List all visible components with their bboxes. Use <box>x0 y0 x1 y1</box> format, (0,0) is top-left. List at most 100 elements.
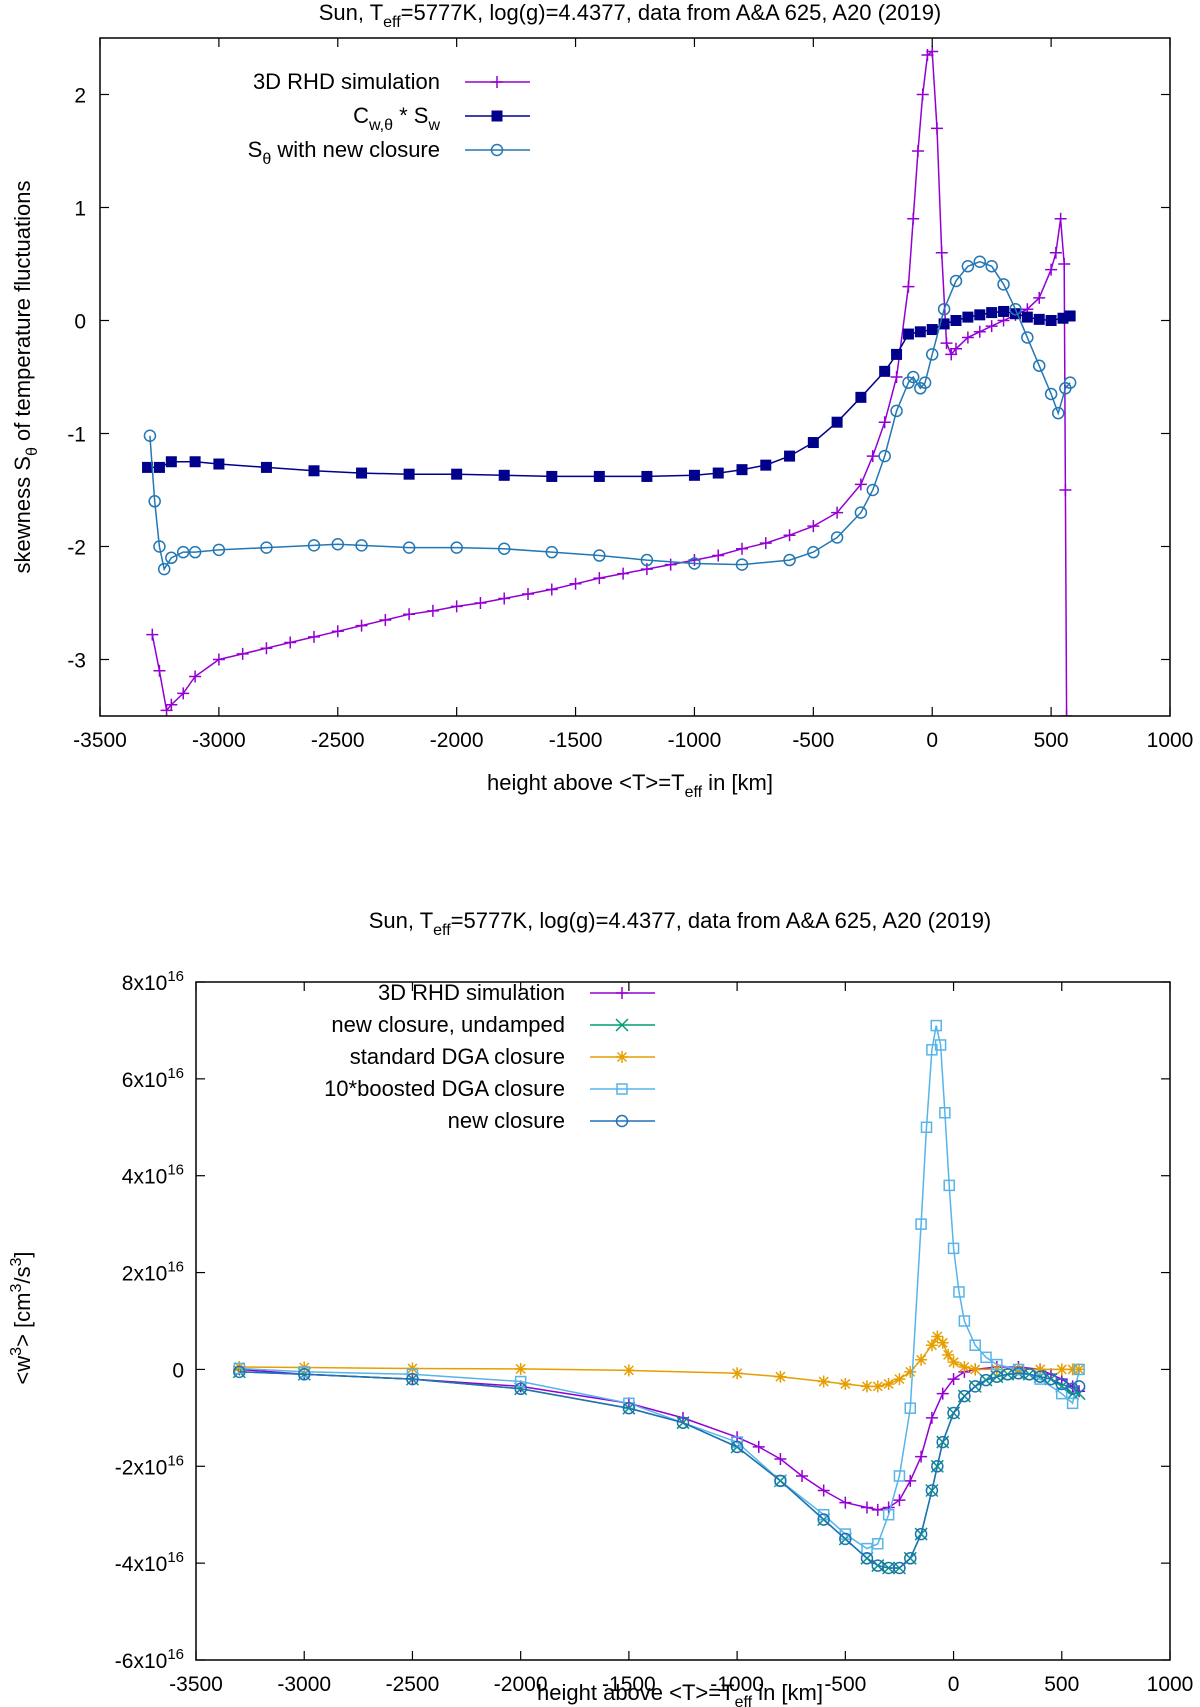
x-tick-label: 500 <box>1044 1673 1079 1696</box>
legend-label: new closure, undamped <box>331 1012 565 1037</box>
chart-title-part: =5777K, log(g)=4.4377, data from A&A 625… <box>451 908 992 933</box>
data-point <box>940 337 953 350</box>
data-point <box>260 461 272 473</box>
data-point <box>177 687 190 700</box>
y-tick-mantissa: -6x10 <box>115 1650 168 1673</box>
data-point <box>146 628 159 641</box>
data-point <box>1033 291 1046 304</box>
x-tick-label: 0 <box>926 729 938 752</box>
data-point <box>1073 1363 1085 1376</box>
data-point <box>902 328 914 340</box>
x-tick-label: -2500 <box>311 729 365 752</box>
data-point <box>1066 1397 1079 1410</box>
data-point <box>730 1440 744 1454</box>
data-point <box>936 1336 949 1349</box>
data-point <box>622 1401 636 1415</box>
legend-label-part: with new closure <box>271 137 440 162</box>
data-point <box>545 545 559 559</box>
x-tick-label: -3500 <box>73 729 127 752</box>
data-point <box>189 670 202 683</box>
y-tick-mantissa: 8x10 <box>122 972 168 995</box>
data-point <box>958 1389 971 1403</box>
data-point <box>450 541 463 554</box>
data-point <box>931 1460 944 1473</box>
y-tick-label: 0 <box>74 311 86 334</box>
y-tick-exponent: 16 <box>167 1065 184 1082</box>
data-point <box>1034 1363 1047 1376</box>
chart-title-part: Sun, T <box>369 908 433 933</box>
data-point <box>807 520 820 533</box>
legend-marker <box>490 143 504 157</box>
y-tick-label: -2 <box>67 537 86 560</box>
data-point <box>406 1372 419 1386</box>
x-tick-label: -2000 <box>430 729 484 752</box>
y-tick-label: -3 <box>67 650 86 673</box>
data-point <box>893 1470 906 1482</box>
y-axis-label-part: <w <box>10 1356 35 1385</box>
data-point <box>1057 312 1069 324</box>
data-point <box>498 592 511 605</box>
data-point <box>997 278 1010 291</box>
data-point <box>189 456 201 468</box>
data-point <box>882 1501 895 1514</box>
series-standard-dga-closure <box>233 1330 1086 1393</box>
data-point <box>831 416 843 428</box>
x-tick-label: -1000 <box>710 1673 764 1696</box>
x-tick-label: -500 <box>824 1673 866 1696</box>
y-tick-exponent: 16 <box>167 1452 184 1469</box>
y-tick-label: -2x1016 <box>115 1452 184 1479</box>
data-point <box>953 1286 965 1298</box>
data-point <box>911 145 924 157</box>
data-point <box>752 1440 765 1453</box>
series-line <box>239 1025 1080 1550</box>
x-tick-label: -1000 <box>668 729 722 752</box>
data-point <box>986 307 998 319</box>
data-point <box>968 1380 982 1393</box>
legend-marker <box>615 1114 629 1128</box>
data-point <box>1009 308 1021 320</box>
data-point <box>934 1039 947 1051</box>
data-point <box>958 1315 971 1327</box>
y-tick-label: 4x1016 <box>122 1162 184 1189</box>
series-line <box>239 1366 1080 1511</box>
data-point <box>1045 263 1058 276</box>
data-point <box>958 1361 971 1374</box>
data-point <box>1009 302 1022 316</box>
legend-label-part: θ <box>262 151 271 168</box>
data-point <box>979 1373 993 1387</box>
y-axis-label-part: skewness S <box>10 456 35 573</box>
data-point <box>945 348 958 361</box>
plot-area <box>232 1019 1086 1575</box>
data-point <box>866 450 879 463</box>
data-point <box>872 1538 884 1550</box>
series-new-closure <box>233 1365 1086 1575</box>
data-point <box>426 604 439 617</box>
data-point <box>450 600 463 613</box>
data-point <box>233 1365 246 1379</box>
data-point <box>212 543 226 557</box>
data-point <box>839 1377 852 1390</box>
data-point <box>1044 387 1058 401</box>
series-new-closure-undamped <box>232 1365 1086 1575</box>
data-point <box>593 549 606 562</box>
data-point <box>1066 1363 1079 1376</box>
data-point <box>974 309 986 321</box>
data-point <box>593 572 606 585</box>
data-point <box>936 1387 949 1400</box>
x-axis-label-part: height above <T>=T <box>537 1680 735 1705</box>
series-line <box>239 1371 1080 1569</box>
data-point <box>1049 246 1062 259</box>
data-point <box>142 461 154 473</box>
data-point <box>546 470 558 482</box>
data-point <box>712 549 725 562</box>
data-point <box>942 1348 955 1361</box>
data-point <box>860 1380 873 1393</box>
w3-chart: Sun, Teff=5777K, log(g)=4.4377, data fro… <box>8 908 1194 1707</box>
data-point <box>817 1484 830 1497</box>
data-point <box>1051 406 1065 420</box>
data-point <box>783 553 796 567</box>
data-point <box>950 315 962 326</box>
legend-label: Cw,θ * Sw <box>353 103 440 134</box>
data-point <box>1012 1363 1025 1376</box>
data-point <box>961 260 975 273</box>
